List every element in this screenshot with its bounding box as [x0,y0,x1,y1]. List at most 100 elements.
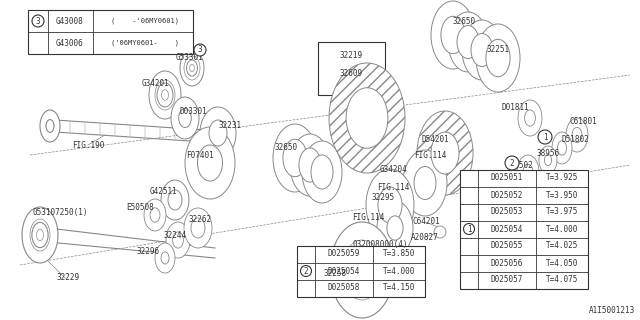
Ellipse shape [462,20,502,80]
Ellipse shape [161,180,189,220]
Ellipse shape [299,148,321,182]
Ellipse shape [545,155,552,166]
Text: T=3.950: T=3.950 [546,190,578,199]
Ellipse shape [180,50,204,86]
Ellipse shape [155,80,175,110]
Circle shape [46,122,54,130]
Text: 032008000(4): 032008000(4) [352,241,408,250]
Text: 32231: 32231 [218,121,241,130]
Ellipse shape [283,139,307,177]
Ellipse shape [173,232,184,248]
Text: 1: 1 [543,132,547,141]
Text: C64201: C64201 [412,218,440,227]
Ellipse shape [209,120,227,146]
Text: D025051: D025051 [491,173,523,182]
Ellipse shape [273,124,317,192]
Text: T=4.075: T=4.075 [546,276,578,284]
Text: (    -'06MY0601): ( -'06MY0601) [111,18,179,24]
Ellipse shape [22,207,58,263]
Text: 32609: 32609 [339,68,363,77]
Text: 3: 3 [198,45,202,54]
Ellipse shape [149,71,181,119]
Ellipse shape [168,190,182,210]
Ellipse shape [366,169,414,241]
Ellipse shape [476,24,520,92]
Ellipse shape [198,145,223,181]
Ellipse shape [184,208,212,248]
Text: FIG.114: FIG.114 [352,213,384,222]
Circle shape [301,266,312,276]
Ellipse shape [46,120,54,132]
Circle shape [32,15,44,27]
Ellipse shape [40,110,60,142]
Ellipse shape [36,229,44,241]
Circle shape [538,130,552,144]
Text: G34204: G34204 [379,165,407,174]
Text: 32258: 32258 [323,269,347,278]
Ellipse shape [486,39,510,77]
Ellipse shape [354,258,370,282]
Text: T=4.050: T=4.050 [546,259,578,268]
Ellipse shape [346,246,378,294]
Circle shape [194,44,206,56]
Text: G34201: G34201 [141,78,169,87]
Ellipse shape [539,146,557,174]
Text: 32219: 32219 [339,51,363,60]
Text: G43006: G43006 [56,38,84,47]
Bar [460,170,588,289]
Text: C61801: C61801 [569,117,597,126]
Circle shape [463,223,474,235]
Bar [297,246,425,297]
Ellipse shape [441,16,465,54]
Ellipse shape [166,222,190,258]
Text: 053107250(1): 053107250(1) [32,207,88,217]
Text: D025057: D025057 [491,276,523,284]
Ellipse shape [378,187,402,223]
Ellipse shape [517,155,539,189]
Ellipse shape [179,108,191,127]
Text: D025055: D025055 [491,242,523,251]
Text: D01811: D01811 [501,102,529,111]
Ellipse shape [302,141,342,203]
Circle shape [434,226,446,238]
Ellipse shape [471,34,493,67]
Text: FIG.190: FIG.190 [72,140,104,149]
Text: G43008: G43008 [56,17,84,26]
Ellipse shape [30,219,50,251]
Ellipse shape [523,164,533,180]
Ellipse shape [290,134,330,196]
Text: T=4.025: T=4.025 [546,242,578,251]
Ellipse shape [518,100,542,136]
Ellipse shape [161,90,168,100]
Ellipse shape [171,97,199,139]
Ellipse shape [200,107,236,159]
Text: D025058: D025058 [328,284,360,292]
Text: D03301: D03301 [179,108,207,116]
Text: 38956: 38956 [536,148,559,157]
Text: 32650: 32650 [275,143,298,153]
Ellipse shape [150,208,160,222]
Text: 2: 2 [304,267,308,276]
Ellipse shape [311,155,333,189]
Text: G53301: G53301 [176,53,204,62]
Text: 32244: 32244 [163,230,187,239]
Text: 32295: 32295 [371,194,395,203]
Text: 3: 3 [36,17,40,26]
Ellipse shape [191,218,205,238]
Ellipse shape [431,132,459,174]
Text: 32650: 32650 [452,18,476,27]
Text: E50508: E50508 [126,204,154,212]
Ellipse shape [330,222,394,318]
Text: F07401: F07401 [186,151,214,161]
Bar [28,10,193,54]
Text: 1: 1 [467,225,471,234]
Ellipse shape [189,64,195,72]
Text: D54201: D54201 [421,135,449,145]
Ellipse shape [566,118,588,152]
Text: FIG.114: FIG.114 [414,150,446,159]
Text: D025054: D025054 [491,225,523,234]
Ellipse shape [525,110,536,126]
Text: T=4.000: T=4.000 [383,267,415,276]
Text: 32251: 32251 [486,45,509,54]
Text: T=3.925: T=3.925 [546,173,578,182]
